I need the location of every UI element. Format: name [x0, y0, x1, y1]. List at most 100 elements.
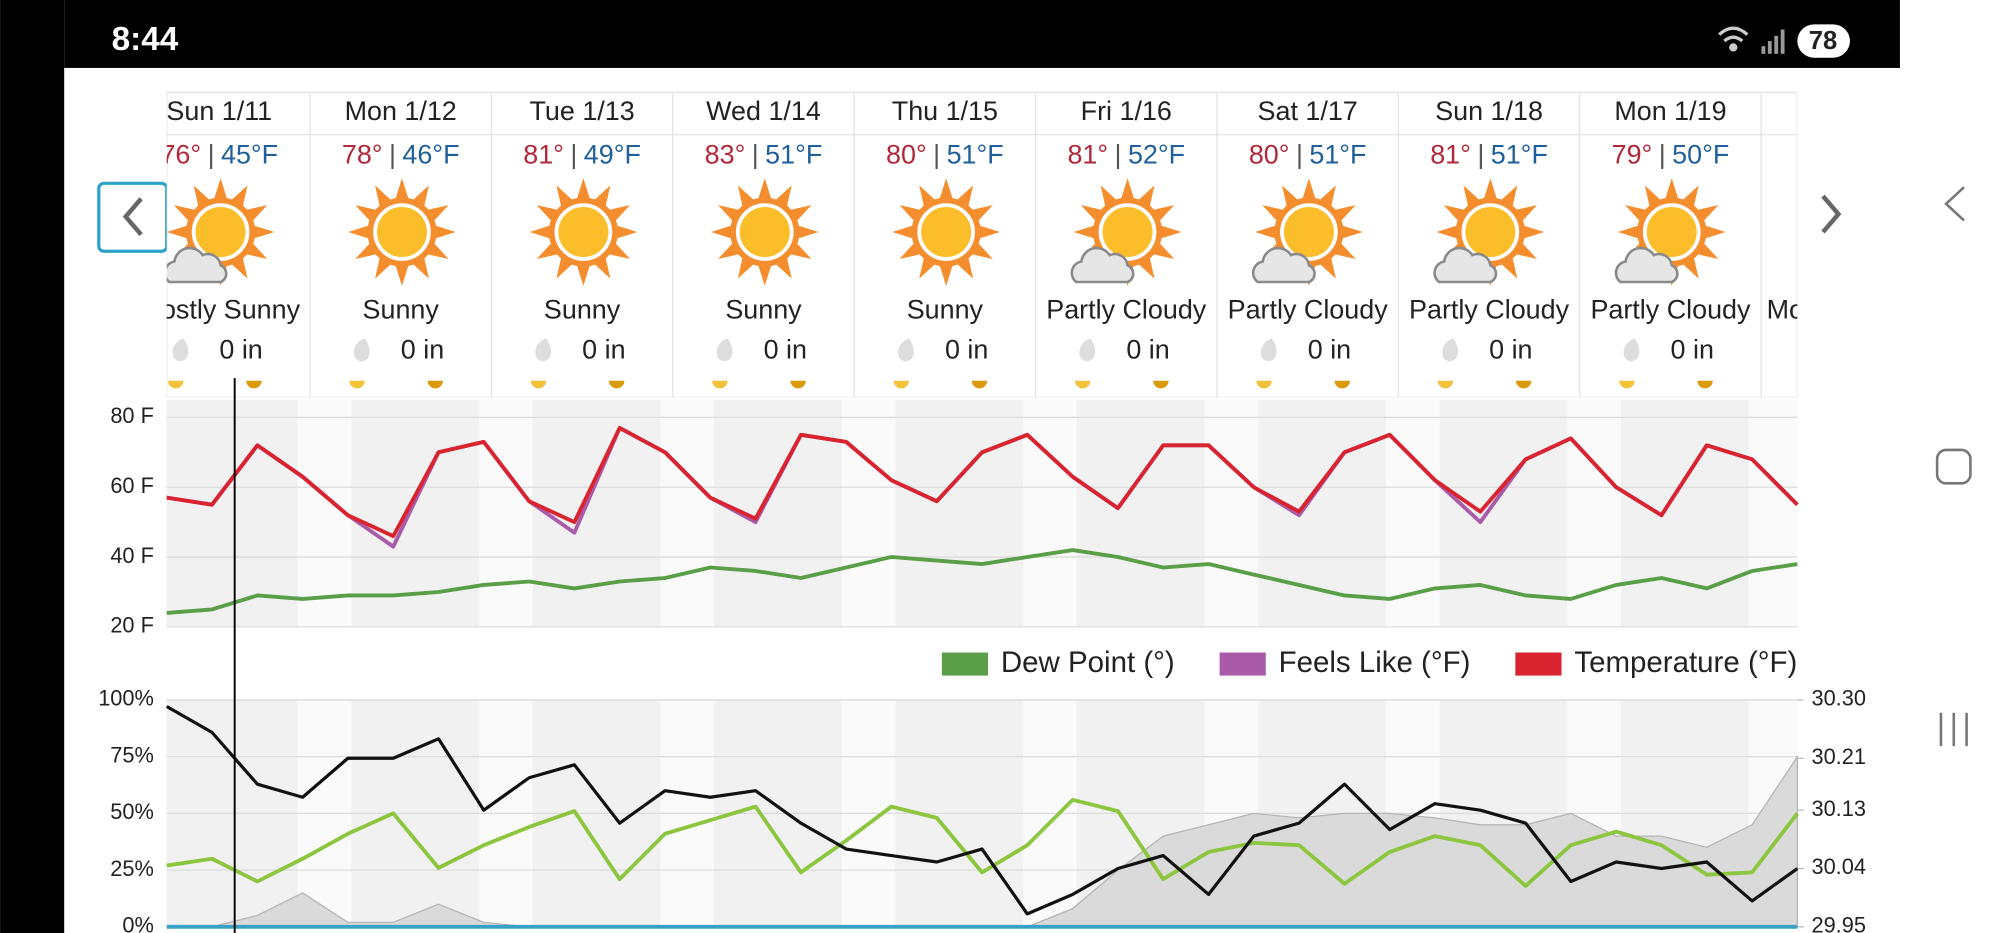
high-temp: 80°	[886, 140, 927, 170]
condition: Sunny	[363, 295, 440, 325]
y2-tick-label: 30.21	[1811, 744, 1866, 769]
sun-core	[735, 203, 794, 261]
sun-ray	[978, 225, 1000, 239]
sunset-dot	[971, 380, 988, 389]
left-edge	[0, 0, 65, 933]
rain-drop	[172, 338, 189, 362]
day-label: Sat 1/17	[1258, 96, 1358, 126]
rain-drop	[353, 338, 370, 362]
cloud	[1070, 246, 1135, 284]
sun-ray	[395, 264, 409, 286]
y-tick-label: 80 F	[110, 403, 154, 428]
separator: |	[389, 140, 396, 170]
condition: Mostly Sunny	[139, 295, 301, 325]
sun-core	[191, 203, 250, 261]
precip: 0 in	[219, 334, 262, 364]
prev-arrow[interactable]	[122, 197, 143, 237]
legend-label: Feels Like (°F)	[1279, 646, 1471, 679]
sun-ray	[395, 178, 409, 200]
sun-ray	[1160, 225, 1182, 239]
day-band	[478, 399, 533, 627]
sunset-dot	[1515, 380, 1532, 389]
sunrise-dot	[712, 380, 728, 389]
next-arrow[interactable]	[1821, 194, 1842, 234]
sun-core	[1098, 203, 1157, 261]
prev-button[interactable]	[97, 181, 169, 253]
strip-bg	[166, 91, 1798, 398]
low-temp: 45°F	[221, 140, 278, 170]
status-bar	[64, 0, 1900, 68]
low-temp: 51°F	[1491, 140, 1548, 170]
rain-drop	[1260, 338, 1277, 362]
sunset-dot	[1153, 380, 1169, 389]
sunrise-dot	[1256, 380, 1272, 389]
sun-ray	[1665, 178, 1679, 200]
condition: Partly Cloudy	[1046, 295, 1207, 325]
clock: 8:44	[112, 21, 179, 58]
condition: Partly Cloudy	[1409, 295, 1570, 325]
day-label: Wed 1/14	[706, 96, 821, 126]
sun-core	[917, 203, 976, 261]
sun-ray	[1255, 225, 1277, 239]
day-temps: 80° | 51°F	[886, 140, 1004, 170]
sunrise-dot	[1437, 380, 1454, 389]
day-band	[1567, 399, 1622, 627]
precip: 0 in	[582, 334, 625, 364]
sun-ray	[166, 225, 188, 239]
precip: 0 in	[1489, 334, 1532, 364]
precip: 0 in	[401, 334, 444, 364]
rain-drop	[898, 338, 914, 362]
day-band	[841, 399, 896, 627]
y2-tick-label: 29.95	[1811, 913, 1866, 933]
day-temps: 80° | 51°F	[1249, 140, 1367, 170]
high-temp: 81°	[1067, 140, 1108, 170]
y2-tick-label: 30.04	[1811, 854, 1866, 879]
day-temps: 76° | 45°F	[160, 140, 278, 170]
day-label: Sun 1/11	[166, 96, 272, 126]
sun-core	[554, 203, 613, 261]
sun-ray	[1120, 178, 1135, 200]
nav-back[interactable]	[1944, 186, 1965, 222]
chart: 0% 25% 50% 75% 100% 29.95 30.04 30.13 30.21 30.30	[98, 686, 1866, 933]
sun-ray	[939, 178, 953, 200]
low-temp: 51°F	[947, 140, 1004, 170]
nav-recent[interactable]	[1939, 712, 1968, 747]
rain-drop	[716, 338, 733, 362]
line	[166, 797, 1799, 888]
day-temps: 81° | 52°F	[1067, 140, 1185, 170]
separator: |	[1659, 140, 1666, 170]
cloud	[1614, 246, 1679, 284]
day-column: Mon 1/12 78° | 46°F Sunny 0 in	[342, 92, 493, 398]
separator: |	[1296, 140, 1303, 170]
sun-ray	[576, 178, 590, 200]
sun-ray	[616, 225, 638, 239]
sunset-dot	[790, 380, 806, 389]
sun-ray	[1302, 178, 1316, 200]
day-band	[1204, 399, 1259, 627]
sunrise-dot	[893, 380, 909, 389]
partial-day-condition: Mo	[1767, 295, 1804, 325]
sun-ray	[939, 264, 953, 286]
sunrise-dot	[349, 380, 365, 389]
battery-level: 78	[1809, 27, 1838, 55]
low-temp: 52°F	[1128, 140, 1185, 170]
sunrise-dot	[1074, 380, 1091, 389]
day-column: Mon 1/19 79° | 50°F Partly Cloudy 0 in	[1590, 92, 1762, 398]
day-band	[1748, 399, 1798, 627]
high-temp: 81°	[1430, 140, 1471, 170]
nav-home[interactable]	[1935, 448, 1972, 485]
high-temp: 79°	[1612, 140, 1653, 170]
sunset-dot	[246, 380, 262, 389]
separator: |	[570, 140, 577, 170]
sun-ray	[1704, 225, 1726, 239]
condition: Sunny	[725, 295, 802, 325]
day-temps: 81° | 49°F	[523, 140, 641, 170]
sun-core	[1461, 203, 1520, 261]
y-tick-label: 0%	[122, 913, 153, 933]
y-tick-label: 75%	[110, 742, 154, 767]
day-column: Sat 1/17 80° | 51°F Partly Cloudy 0 in	[1228, 92, 1400, 398]
sun-ray	[253, 225, 275, 239]
sun-ray	[1341, 225, 1363, 239]
